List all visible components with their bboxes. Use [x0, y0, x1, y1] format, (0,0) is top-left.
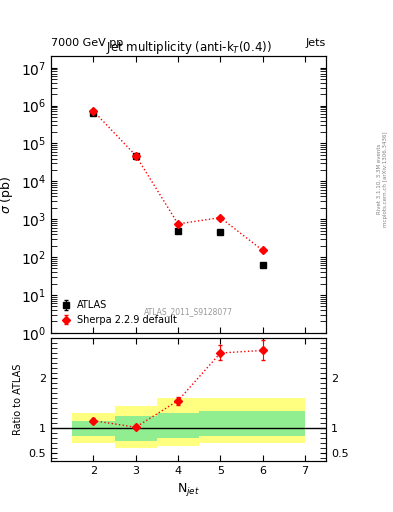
Y-axis label: Ratio to ATLAS: Ratio to ATLAS — [13, 364, 23, 435]
Text: mcplots.cern.ch [arXiv:1306.3436]: mcplots.cern.ch [arXiv:1306.3436] — [383, 132, 387, 227]
Y-axis label: $\sigma$ (pb): $\sigma$ (pb) — [0, 175, 15, 214]
Title: Jet multiplicity (anti-k$_T$(0.4)): Jet multiplicity (anti-k$_T$(0.4)) — [106, 39, 272, 56]
Text: Jets: Jets — [306, 38, 326, 48]
Legend: ATLAS, Sherpa 2.2.9 default: ATLAS, Sherpa 2.2.9 default — [56, 297, 180, 328]
Text: Rivet 3.1.10, 3.3M events: Rivet 3.1.10, 3.3M events — [377, 144, 382, 215]
Text: 7000 GeV pp: 7000 GeV pp — [51, 38, 123, 48]
Text: ATLAS_2011_S9128077: ATLAS_2011_S9128077 — [144, 307, 233, 316]
X-axis label: N$_{jet}$: N$_{jet}$ — [177, 481, 200, 498]
